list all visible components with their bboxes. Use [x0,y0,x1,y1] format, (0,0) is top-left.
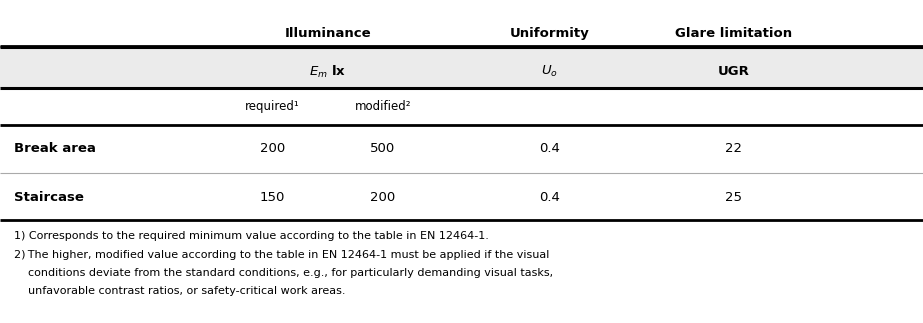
Text: 0.4: 0.4 [539,191,559,203]
Text: Break area: Break area [14,142,96,155]
Text: $U_o$: $U_o$ [541,64,557,79]
Text: $E_m$ lx: $E_m$ lx [309,64,346,80]
Text: modified²: modified² [354,100,412,113]
Text: UGR: UGR [718,65,749,78]
Text: 25: 25 [725,191,742,203]
Text: 200: 200 [370,191,396,203]
Text: Staircase: Staircase [14,191,84,203]
Text: conditions deviate from the standard conditions, e.g., for particularly demandin: conditions deviate from the standard con… [14,268,553,278]
Text: 500: 500 [370,142,396,155]
Text: 2) The higher, modified value according to the table in EN 12464-1 must be appli: 2) The higher, modified value according … [14,250,549,260]
Text: 0.4: 0.4 [539,142,559,155]
Text: Illuminance: Illuminance [284,27,371,40]
Text: 150: 150 [259,191,285,203]
Text: 1) Corresponds to the required minimum value according to the table in EN 12464-: 1) Corresponds to the required minimum v… [14,231,488,241]
Text: Glare limitation: Glare limitation [676,27,792,40]
Text: 22: 22 [725,142,742,155]
Text: required¹: required¹ [245,100,300,113]
Bar [0,47,923,88]
Text: 200: 200 [259,142,285,155]
Text: Uniformity: Uniformity [509,27,589,40]
Text: unfavorable contrast ratios, or safety-critical work areas.: unfavorable contrast ratios, or safety-c… [14,286,345,296]
